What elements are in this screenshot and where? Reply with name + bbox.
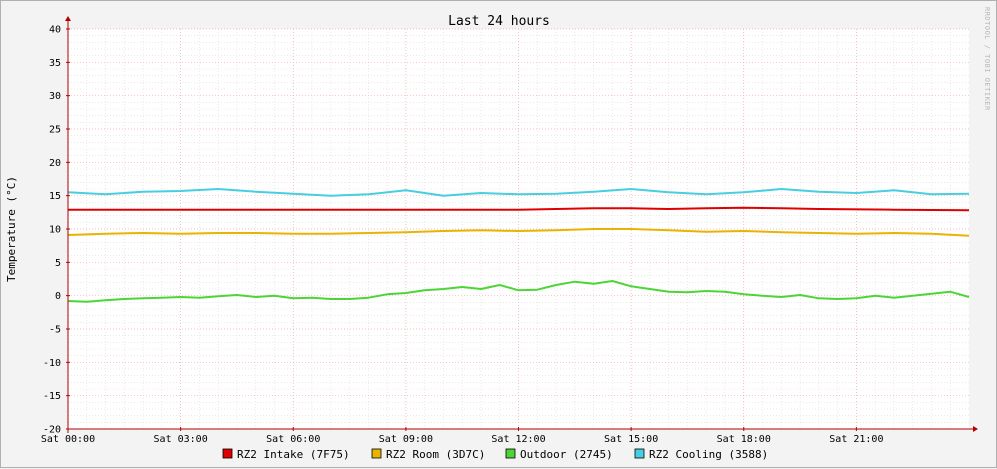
- legend: RZ2 Intake (7F75) RZ2 Room (3D7C) Outdoor …: [222, 448, 768, 461]
- series-layer: [67, 188, 970, 303]
- y-tick-label: 35: [49, 58, 61, 69]
- x-tick-label: Sat 03:00: [154, 434, 208, 445]
- y-tick-label: -15: [43, 391, 61, 402]
- legend-label-0: RZ2 Intake (7F75): [237, 448, 350, 461]
- x-tick-label: Sat 21:00: [829, 434, 883, 445]
- series-line-0: [68, 206, 970, 212]
- series-line-3: [67, 188, 970, 197]
- legend-swatch-0: [222, 448, 233, 459]
- y-tick-labels: -20 -15 -10 -5 0 5 10 15 20 25 30 35 40: [43, 25, 70, 436]
- x-tick-label: Sat 12:00: [491, 434, 545, 445]
- series-line-2: [67, 280, 970, 303]
- legend-swatch-2: [505, 448, 516, 459]
- chart-title: Last 24 hours: [448, 14, 550, 29]
- y-tick-label: 30: [49, 91, 61, 102]
- x-tick-label: Sat 06:00: [266, 434, 320, 445]
- y-tick-label: 15: [49, 191, 61, 202]
- x-tick-labels: Sat 00:00 Sat 03:00 Sat 06:00 Sat 09:00 Sat …: [41, 427, 883, 445]
- legend-swatch-1: [371, 448, 382, 459]
- series-line-1: [67, 228, 970, 237]
- axes: [65, 16, 978, 433]
- y-axis-arrow: [65, 16, 71, 21]
- y-tick-label: -5: [49, 325, 61, 336]
- legend-label-3: RZ2 Cooling (3588): [649, 448, 768, 461]
- legend-label-2: Outdoor (2745): [520, 448, 613, 461]
- legend-swatch-3: [634, 448, 645, 459]
- y-tick-label: 40: [49, 25, 61, 36]
- y-axis-label: Temperature (°C): [5, 176, 18, 282]
- y-tick-label: 0: [55, 291, 61, 302]
- x-tick-label: Sat 15:00: [604, 434, 658, 445]
- y-tick-label: 5: [55, 258, 61, 269]
- y-tick-label: 10: [49, 225, 61, 236]
- legend-label-1: RZ2 Room (3D7C): [386, 448, 485, 461]
- x-tick-label: Sat 18:00: [717, 434, 771, 445]
- y-tick-label: -20: [43, 425, 61, 436]
- y-tick-label: -10: [43, 358, 61, 369]
- x-tick-label: Sat 00:00: [41, 434, 95, 445]
- x-tick-label: Sat 09:00: [379, 434, 433, 445]
- grid: [67, 28, 969, 430]
- rrdtool-watermark: RRDTOOL / TOBI OETIKER: [983, 7, 991, 111]
- y-tick-label: 25: [49, 125, 61, 136]
- x-axis-arrow: [973, 426, 978, 432]
- y-tick-label: 20: [49, 158, 61, 169]
